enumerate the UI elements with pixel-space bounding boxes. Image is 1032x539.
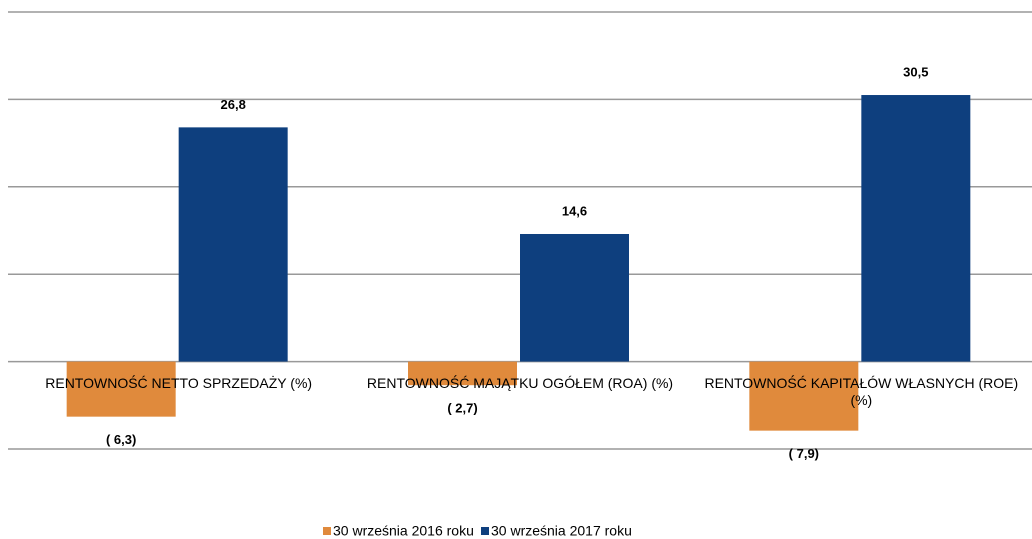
category-label: RENTOWNOŚĆ NETTO SPRZEDAŻY (%) [45, 374, 313, 391]
legend-swatch [481, 527, 489, 535]
legend-label: 30 września 2016 roku [333, 523, 474, 539]
bar [749, 361, 859, 431]
bar [861, 95, 971, 362]
legend-label: 30 września 2017 roku [491, 523, 632, 539]
bar [66, 361, 176, 417]
data-label: 26,8 [221, 97, 246, 112]
data-label: ( 2,7) [447, 401, 477, 416]
bar [178, 127, 288, 362]
category-label: RENTOWNOŚĆ MAJĄTKU OGÓŁEM (ROA) (%) [366, 374, 674, 391]
data-label: ( 7,9) [789, 446, 819, 461]
bar [520, 233, 629, 362]
category-label: RENTOWNOŚĆ KAPITAŁÓW WŁASNYCH (ROE) (%) [704, 374, 1019, 408]
data-label: 14,6 [562, 203, 587, 218]
data-label: 30,5 [903, 64, 928, 79]
bar [408, 361, 517, 386]
legend-swatch [323, 527, 331, 535]
data-label: ( 6,3) [106, 432, 136, 447]
